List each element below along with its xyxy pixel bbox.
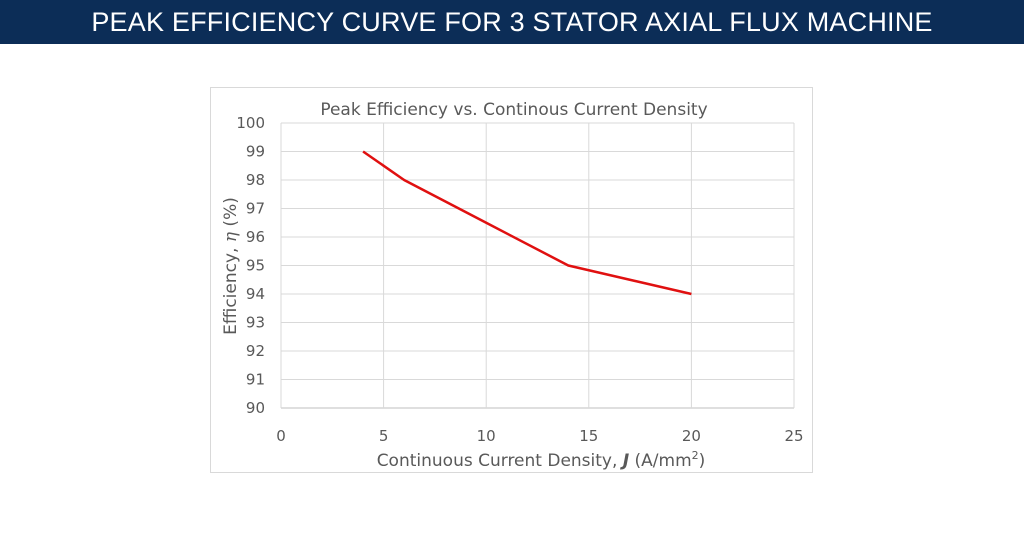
x-tick-label: 15 [579, 427, 598, 445]
y-tick-label: 96 [246, 228, 265, 246]
y-tick-label: 94 [246, 285, 265, 303]
y-tick-label: 92 [246, 342, 265, 360]
slide-title: PEAK EFFICIENCY CURVE FOR 3 STATOR AXIAL… [0, 0, 1024, 44]
y-axis-label: Efficiency, η (%) [221, 197, 241, 335]
y-tick-label: 97 [246, 200, 265, 218]
y-tick-label: 90 [246, 399, 265, 417]
x-tick-label: 20 [682, 427, 701, 445]
chart-frame [210, 87, 813, 473]
x-tick-label: 10 [477, 427, 496, 445]
x-tick-label: 25 [784, 427, 803, 445]
y-tick-label: 99 [246, 143, 265, 161]
y-tick-label: 98 [246, 171, 265, 189]
y-tick-label: 100 [236, 114, 265, 132]
y-tick-label: 93 [246, 314, 265, 332]
chart-title: Peak Efficiency vs. Continous Current De… [320, 100, 707, 120]
x-tick-label: 5 [379, 427, 389, 445]
series-line [362, 150, 692, 296]
y-tick-label: 95 [246, 257, 265, 275]
y-tick-label: 91 [246, 371, 265, 389]
x-axis-label: Continuous Current Density, J (A/mm2) [377, 449, 706, 471]
x-tick-label: 0 [276, 427, 286, 445]
